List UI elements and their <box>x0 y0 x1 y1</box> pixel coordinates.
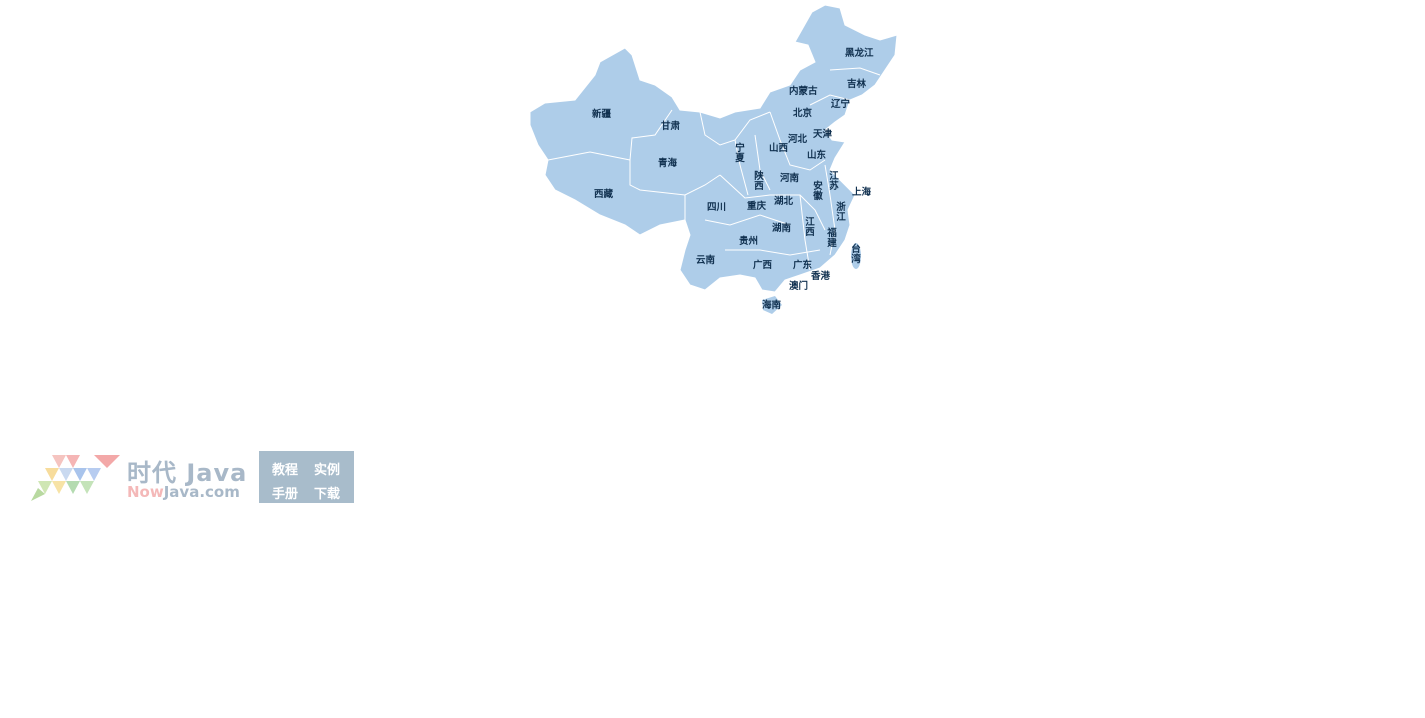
province-label[interactable]: 台湾 <box>851 244 861 265</box>
province-label[interactable]: 甘肃 <box>661 121 681 132</box>
province-label[interactable]: 福建 <box>827 228 837 249</box>
province-label[interactable]: 天津 <box>813 129 833 140</box>
province-label[interactable]: 湖南 <box>772 223 792 234</box>
province-label[interactable]: 澳门 <box>789 281 809 292</box>
province-label[interactable]: 浙江 <box>836 202 846 223</box>
logo-site: NowJava.com <box>127 483 240 501</box>
province-label[interactable]: 海南 <box>762 300 782 311</box>
china-outline <box>529 4 898 293</box>
province-label[interactable]: 宁夏 <box>735 143 745 164</box>
province-label[interactable]: 山东 <box>807 150 827 161</box>
logo-link: 教程 <box>272 463 299 478</box>
province-label[interactable]: 辽宁 <box>831 99 851 110</box>
province-label[interactable]: 安徽 <box>813 181 823 202</box>
province-label[interactable]: 四川 <box>707 202 727 213</box>
logo-title: 时代 Java <box>127 459 248 487</box>
province-label[interactable]: 新疆 <box>592 109 612 120</box>
province-label[interactable]: 云南 <box>696 255 716 266</box>
province-label[interactable]: 贵州 <box>739 236 759 247</box>
province-label[interactable]: 青海 <box>658 158 678 169</box>
nowjava-watermark-logo: 时代 Java NowJava.com 教程 实例 手册 下载 <box>30 451 355 503</box>
province-label[interactable]: 广东 <box>793 260 813 271</box>
triangle-logo-icon <box>31 455 120 501</box>
logo-link: 实例 <box>314 463 341 478</box>
taiwan-shape <box>851 243 861 269</box>
province-label[interactable]: 湖北 <box>774 196 794 207</box>
province-label[interactable]: 香港 <box>811 271 831 282</box>
logo-link-box: 教程 实例 手册 下载 <box>259 451 354 503</box>
hainan-shape <box>762 296 782 314</box>
logo-site-now: Now <box>127 483 164 501</box>
province-label[interactable]: 上海 <box>852 187 872 198</box>
province-label[interactable]: 河南 <box>780 173 800 184</box>
province-label[interactable]: 北京 <box>793 108 813 119</box>
province-label[interactable]: 河北 <box>788 134 808 145</box>
province-label[interactable]: 陕西 <box>754 171 764 192</box>
logo-site-rest: Java.com <box>163 483 240 501</box>
province-label[interactable]: 广西 <box>753 260 773 271</box>
province-label[interactable]: 西藏 <box>594 189 614 200</box>
province-label[interactable]: 重庆 <box>747 201 767 212</box>
province-label[interactable]: 黑龙江 <box>845 48 874 59</box>
province-label[interactable]: 山西 <box>769 143 789 154</box>
province-label[interactable]: 江苏 <box>829 171 839 192</box>
province-label[interactable]: 江西 <box>805 217 815 238</box>
logo-link: 手册 <box>272 487 299 502</box>
logo-link: 下载 <box>314 487 341 502</box>
province-label[interactable]: 吉林 <box>847 79 867 90</box>
province-label[interactable]: 内蒙古 <box>789 86 818 97</box>
province-borders <box>547 67 881 271</box>
